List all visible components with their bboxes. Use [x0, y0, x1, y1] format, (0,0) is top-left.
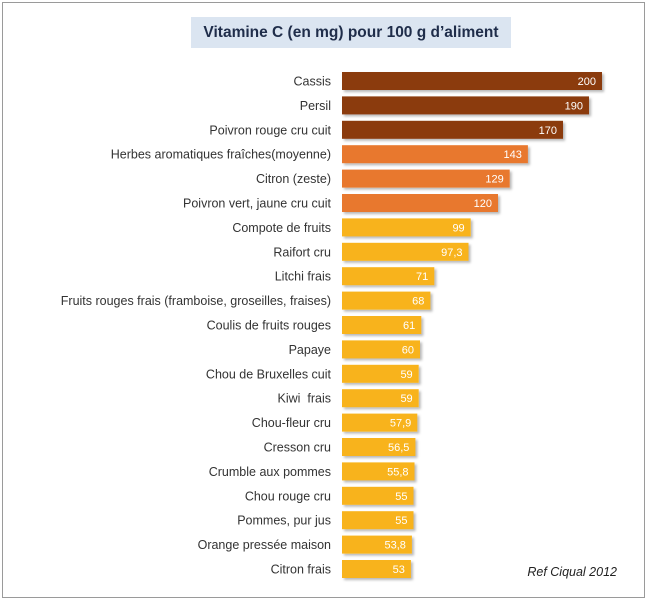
bar-11 — [342, 340, 420, 359]
value-label-14: 57,9 — [390, 418, 411, 430]
category-label-1: Persil — [300, 99, 331, 113]
category-label-9: Fruits rouges frais (framboise, groseill… — [61, 294, 331, 308]
category-label-12: Chou de Bruxelles cuit — [206, 367, 332, 381]
bar-9 — [342, 291, 431, 310]
value-label-8: 71 — [416, 271, 428, 283]
category-label-15: Cresson cru — [264, 441, 331, 455]
value-label-10: 61 — [403, 320, 415, 332]
category-label-14: Chou-fleur cru — [252, 416, 331, 430]
bar-0 — [342, 72, 602, 90]
source-note: Ref Ciqual 2012 — [527, 565, 617, 579]
value-label-1: 190 — [565, 100, 583, 112]
bar-18 — [342, 511, 414, 530]
bar-2 — [342, 120, 563, 139]
category-label-2: Poivron rouge cru cuit — [209, 123, 331, 137]
bar-20 — [342, 560, 411, 578]
value-label-12: 59 — [400, 369, 412, 381]
value-label-6: 99 — [452, 222, 464, 234]
value-label-20: 53 — [393, 564, 405, 576]
value-label-2: 170 — [539, 125, 557, 137]
bar-1 — [342, 96, 589, 115]
category-label-7: Raifort cru — [273, 245, 331, 259]
category-label-11: Papaye — [289, 343, 331, 357]
category-label-10: Coulis de fruits rouges — [207, 319, 331, 333]
category-label-13: Kiwi frais — [278, 392, 331, 406]
bar-12 — [342, 364, 419, 383]
value-label-0: 200 — [578, 76, 596, 88]
bar-6 — [342, 218, 471, 237]
bar-5 — [342, 194, 498, 212]
value-label-5: 120 — [474, 198, 492, 210]
category-label-18: Pommes, pur jus — [237, 514, 331, 528]
bar-7 — [342, 242, 469, 261]
value-label-18: 55 — [395, 515, 407, 527]
value-label-7: 97,3 — [441, 247, 462, 259]
chart-title-text: Vitamine C (en mg) pour 100 g d’aliment — [203, 23, 499, 41]
chart-title: Vitamine C (en mg) pour 100 g d’aliment — [191, 17, 511, 48]
value-label-19: 53,8 — [384, 540, 405, 552]
bar-4 — [342, 169, 510, 188]
category-label-16: Crumble aux pommes — [209, 465, 331, 479]
bar-15 — [342, 438, 416, 456]
category-label-17: Chou rouge cru — [245, 489, 331, 503]
bar-10 — [342, 316, 422, 334]
value-label-17: 55 — [395, 491, 407, 503]
category-label-5: Poivron vert, jaune cru cuit — [183, 197, 332, 211]
category-label-20: Citron frais — [271, 563, 331, 577]
bar-19 — [342, 535, 412, 554]
value-label-16: 55,8 — [387, 466, 408, 478]
value-label-9: 68 — [412, 296, 424, 308]
bars-layer: Cassis 200 Persil 190 Poivron rouge cru cuit… — [61, 72, 602, 578]
bar-3 — [342, 145, 528, 164]
category-label-19: Orange pressée maison — [198, 538, 331, 552]
category-label-4: Citron (zeste) — [256, 172, 331, 186]
value-label-11: 60 — [402, 344, 414, 356]
value-label-15: 56,5 — [388, 442, 409, 454]
bar-16 — [342, 462, 415, 481]
category-label-3: Herbes aromatiques fraîches(moyenne) — [111, 148, 331, 162]
category-label-6: Compote de fruits — [232, 221, 331, 235]
bar-13 — [342, 389, 419, 408]
bar-8 — [342, 267, 435, 286]
value-label-13: 59 — [400, 393, 412, 405]
category-label-0: Cassis — [293, 75, 331, 89]
bar-14 — [342, 413, 418, 432]
value-label-4: 129 — [485, 174, 503, 186]
category-label-8: Litchi frais — [275, 270, 331, 284]
bar-17 — [342, 486, 414, 505]
value-label-3: 143 — [504, 149, 522, 161]
